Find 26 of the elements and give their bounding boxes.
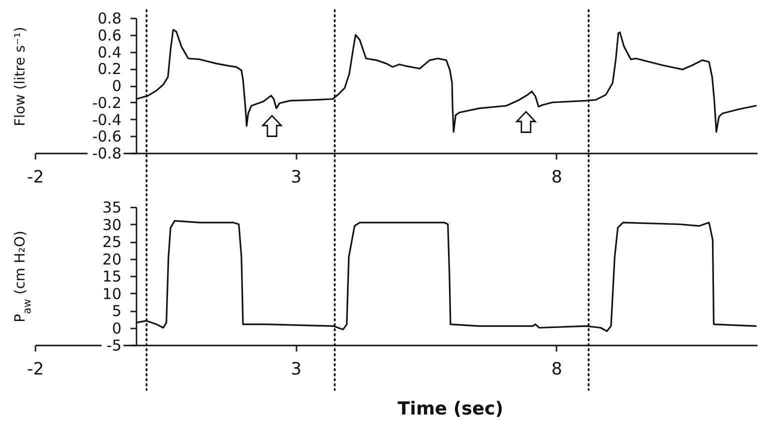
x-tick-label: 3 [290,360,302,380]
y-tick-label: -5 [106,336,122,354]
y-tick-label: 0.2 [98,60,122,78]
y-tick-label: 0.4 [98,43,122,62]
x-tick-label: -2 [27,360,44,380]
y-tick-label: 30 [102,216,122,234]
y-axis-title: Flow (litre s⁻¹) [12,26,28,126]
y-tick-label: 0 [112,77,122,95]
y-tick-label: 20 [102,250,122,268]
y-tick-label: 0.6 [98,26,122,44]
y-tick-label: -0.4 [92,110,122,129]
x-tick-label: 3 [290,168,302,188]
y-tick-label: 25 [102,233,122,251]
y-tick-label: 5 [112,302,122,320]
y-tick-label: -0.8 [92,144,122,162]
y-tick-label: 35 [102,198,122,216]
y-tick-label: 10 [102,284,122,303]
x-tick-label: 8 [551,360,562,380]
y-tick-label: 15 [102,268,122,286]
y-tick-label: -0.6 [92,128,122,146]
y-tick-label: 0.8 [98,10,122,28]
y-tick-label: -0.2 [92,94,122,112]
x-axis-title: Time (sec) [398,398,504,420]
x-tick-label: 8 [551,168,562,188]
y-tick-label: 0 [112,319,122,338]
x-tick-label: -2 [27,168,44,188]
